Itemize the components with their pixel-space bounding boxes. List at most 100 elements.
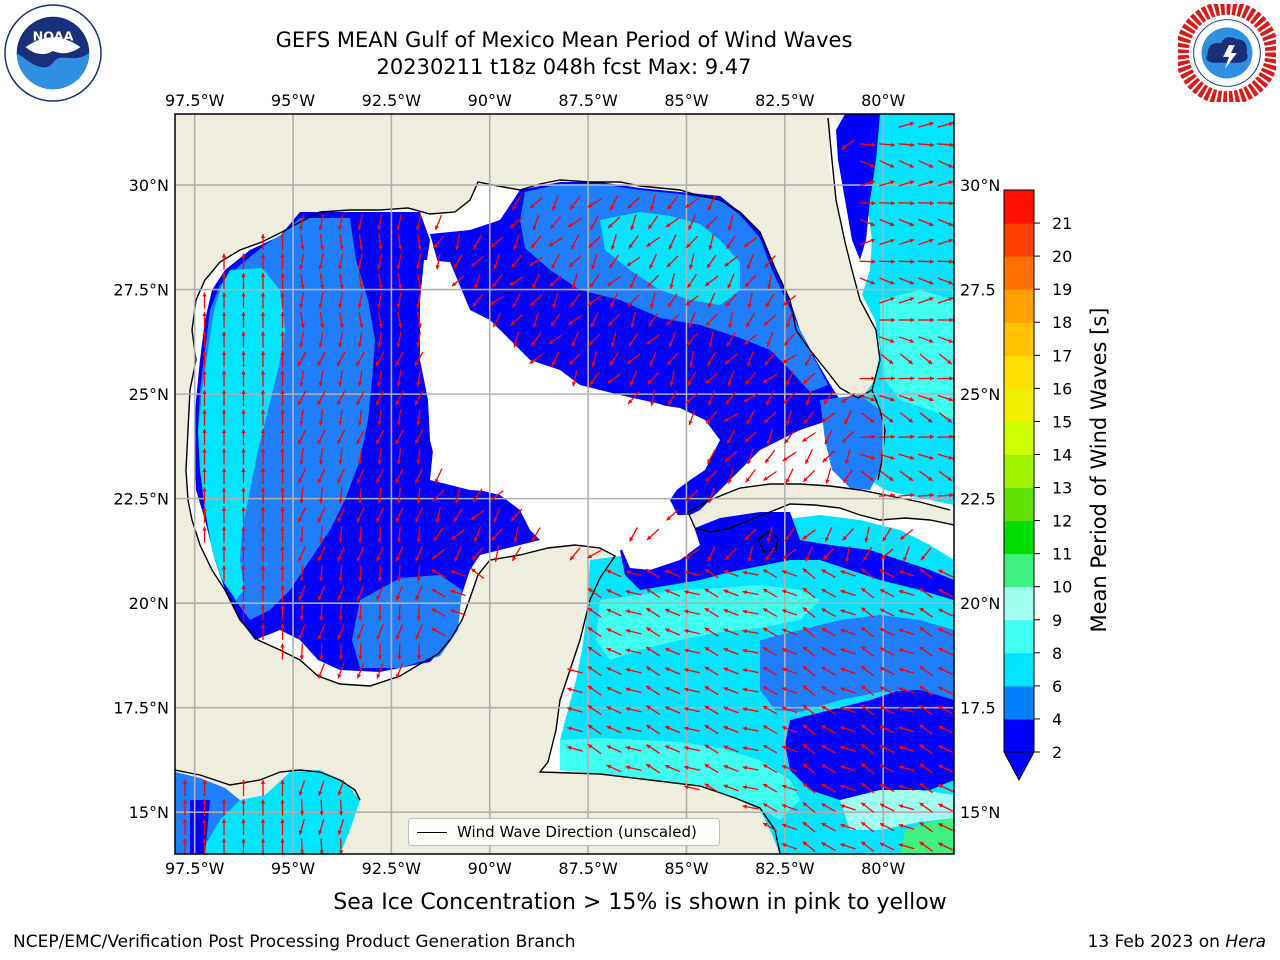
- direction-arrow-head: [299, 304, 304, 309]
- direction-arrow-head: [337, 361, 341, 366]
- direction-arrow-head: [724, 359, 730, 365]
- longitude-labels-bottom: 97.5°W 95°W 92.5°W 90°W 87.5°W 85°W 82.5°W 80°W: [165, 859, 906, 878]
- direction-arrow-head: [318, 304, 323, 309]
- direction-arrow-head: [784, 341, 789, 346]
- direction-arrow-head: [377, 499, 382, 504]
- direction-arrow-head: [747, 459, 752, 465]
- direction-arrow-head: [338, 460, 343, 465]
- direction-arrow-head: [938, 823, 943, 828]
- lat-label-right: 30°N: [960, 176, 1000, 195]
- direction-arrow-head: [491, 243, 496, 248]
- direction-arrow-head: [890, 238, 895, 243]
- direction-arrow-head: [396, 225, 401, 231]
- colorbar-segment: [1004, 256, 1034, 290]
- direction-arrow-head: [889, 163, 895, 168]
- direction-arrow-head: [910, 493, 915, 498]
- direction-arrow-head: [666, 320, 671, 325]
- field-east-atlantic-blue: [836, 114, 880, 260]
- noaa-logo: NOAA: [4, 4, 102, 102]
- direction-arrow-head: [949, 434, 954, 439]
- direction-arrow-head: [590, 225, 595, 230]
- direction-arrow-head: [909, 280, 914, 285]
- colorbar-segment: [1004, 223, 1034, 257]
- direction-arrow-head: [888, 418, 894, 423]
- direction-arrow-head: [396, 343, 401, 348]
- direction-arrow-head: [610, 245, 615, 250]
- direction-arrow-head: [898, 726, 904, 731]
- direction-arrow-head: [319, 655, 324, 660]
- direction-arrow-head: [802, 646, 808, 651]
- direction-arrow-head: [665, 686, 670, 691]
- direction-arrow-head: [376, 361, 380, 366]
- direction-arrow-head: [686, 341, 691, 346]
- direction-arrow-head: [669, 284, 674, 289]
- direction-arrow-head: [260, 507, 266, 511]
- direction-arrow-head: [530, 301, 535, 306]
- direction-arrow-head: [864, 537, 869, 543]
- direction-arrow-head: [450, 589, 455, 594]
- direction-arrow-head: [665, 569, 670, 574]
- coast-pacific: [175, 769, 361, 801]
- direction-arrow-head: [746, 419, 751, 425]
- direction-arrow-head: [433, 243, 438, 248]
- direction-arrow-head: [416, 225, 421, 231]
- direction-arrow-head: [929, 238, 934, 243]
- direction-arrow-head: [805, 401, 810, 406]
- direction-arrow-head: [898, 823, 904, 828]
- direction-arrow-head: [571, 244, 576, 250]
- direction-arrow-head: [397, 245, 403, 250]
- direction-arrow-head: [357, 673, 362, 679]
- direction-arrow-head: [685, 398, 691, 404]
- direction-arrow-head: [861, 822, 866, 827]
- lat-label-right: 25°N: [960, 385, 1000, 404]
- direction-arrow-head: [338, 616, 343, 621]
- direction-arrow-head: [415, 556, 420, 562]
- direction-arrow-head: [202, 780, 207, 784]
- direction-arrow-head: [742, 590, 747, 595]
- direction-arrow-head: [454, 263, 458, 269]
- direction-arrow-head: [704, 686, 710, 691]
- direction-arrow-head: [742, 804, 747, 809]
- direction-arrow-head: [782, 804, 787, 809]
- direction-arrow-head: [948, 397, 954, 402]
- direction-arrow-head: [241, 546, 246, 550]
- direction-arrow-head: [606, 608, 612, 613]
- direction-arrow-head: [221, 312, 227, 316]
- direction-arrow-head: [415, 361, 419, 366]
- direction-arrow-head: [455, 245, 460, 250]
- direction-arrow-head: [840, 804, 845, 809]
- direction-arrow-head: [938, 667, 943, 672]
- direction-arrow-head: [648, 322, 653, 327]
- direction-arrow-head: [840, 570, 845, 575]
- direction-arrow-head: [319, 811, 324, 816]
- direction-arrow-head: [629, 283, 634, 289]
- colorbar-tick-label: 4: [1052, 710, 1062, 729]
- direction-arrow-head: [938, 842, 943, 847]
- direction-arrow-head: [357, 460, 363, 465]
- direction-arrow-head: [298, 791, 303, 796]
- direction-arrow-head: [221, 429, 227, 433]
- direction-arrow-head: [532, 323, 537, 328]
- direction-arrow-head: [337, 517, 342, 523]
- direction-arrow-head: [416, 421, 421, 426]
- direction-arrow-head: [803, 477, 808, 482]
- direction-arrow-head: [841, 398, 846, 403]
- direction-arrow-head: [668, 244, 673, 250]
- direction-arrow-head: [415, 400, 420, 406]
- direction-arrow-head: [395, 478, 400, 484]
- direction-arrow-head: [431, 628, 437, 632]
- direction-arrow-head: [688, 264, 694, 270]
- direction-arrow-head: [782, 706, 787, 711]
- direction-arrow-head: [550, 224, 555, 229]
- direction-arrow-head: [298, 556, 303, 562]
- longitude-labels-top: 97.5°W 95°W 92.5°W 90°W 87.5°W 85°W 82.5°W 80°W: [165, 91, 906, 110]
- direction-arrow-head: [723, 609, 729, 614]
- footer-credit: NCEP/EMC/Verification Post Processing Pr…: [13, 932, 576, 952]
- lon-label-bottom: 95°W: [271, 859, 315, 878]
- direction-arrow-head: [882, 536, 887, 542]
- lon-label-top: 80°W: [861, 91, 905, 110]
- direction-arrow-head: [704, 666, 710, 671]
- field-caribbean-blue-south: [785, 690, 954, 800]
- direction-arrow-head: [356, 439, 361, 445]
- direction-arrow-head: [840, 843, 845, 848]
